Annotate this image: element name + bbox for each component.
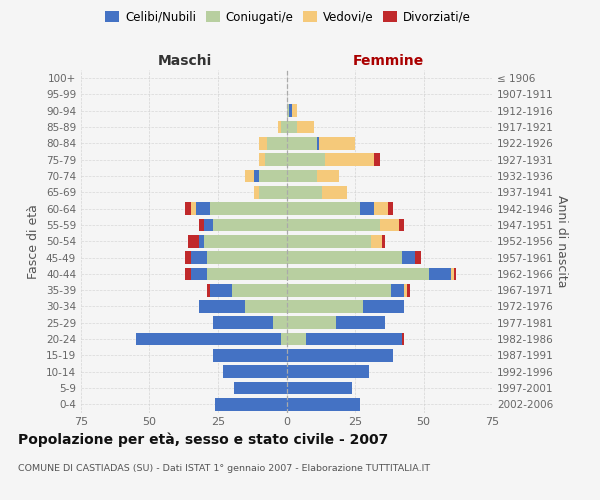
Bar xyxy=(415,251,421,264)
Text: COMUNE DI CASTIADAS (SU) - Dati ISTAT 1° gennaio 2007 - Elaborazione TUTTITALIA.: COMUNE DI CASTIADAS (SU) - Dati ISTAT 1°… xyxy=(18,464,430,473)
Bar xyxy=(319,137,355,150)
Bar xyxy=(273,316,287,329)
Bar xyxy=(199,235,204,248)
Bar xyxy=(212,349,287,362)
Bar xyxy=(292,104,298,117)
Bar xyxy=(185,202,191,215)
Bar xyxy=(232,284,287,296)
Bar xyxy=(287,366,369,378)
Bar xyxy=(268,137,287,150)
Bar xyxy=(136,332,281,345)
Bar xyxy=(287,137,317,150)
Bar xyxy=(388,202,394,215)
Bar xyxy=(361,202,374,215)
Bar xyxy=(454,268,457,280)
Bar xyxy=(287,104,289,117)
Bar xyxy=(363,300,404,313)
Bar xyxy=(210,202,287,215)
Bar xyxy=(317,170,338,182)
Bar xyxy=(287,251,401,264)
Bar xyxy=(317,137,319,150)
Bar xyxy=(210,284,232,296)
Bar xyxy=(287,186,322,198)
Bar xyxy=(207,284,210,296)
Bar xyxy=(191,251,207,264)
Bar xyxy=(204,235,287,248)
Bar xyxy=(287,382,352,394)
Bar xyxy=(287,332,305,345)
Bar xyxy=(287,202,361,215)
Bar xyxy=(259,154,265,166)
Bar xyxy=(287,398,361,410)
Bar xyxy=(254,186,259,198)
Bar xyxy=(212,218,287,232)
Bar xyxy=(287,268,429,280)
Text: Femmine: Femmine xyxy=(352,54,424,68)
Bar xyxy=(325,154,374,166)
Bar xyxy=(287,170,317,182)
Bar xyxy=(374,202,388,215)
Bar xyxy=(380,218,399,232)
Bar xyxy=(287,284,391,296)
Bar xyxy=(374,154,380,166)
Bar xyxy=(212,316,273,329)
Bar xyxy=(407,284,410,296)
Bar xyxy=(371,235,382,248)
Bar xyxy=(223,366,287,378)
Bar xyxy=(196,202,210,215)
Bar xyxy=(259,186,287,198)
Bar xyxy=(245,300,287,313)
Bar xyxy=(215,398,287,410)
Bar xyxy=(401,251,415,264)
Bar xyxy=(391,284,404,296)
Bar xyxy=(245,170,254,182)
Bar xyxy=(287,316,336,329)
Bar xyxy=(191,202,196,215)
Bar xyxy=(287,120,298,134)
Bar xyxy=(259,137,268,150)
Text: Popolazione per età, sesso e stato civile - 2007: Popolazione per età, sesso e stato civil… xyxy=(18,432,388,447)
Bar xyxy=(287,154,325,166)
Bar xyxy=(191,268,207,280)
Legend: Celibi/Nubili, Coniugati/e, Vedovi/e, Divorziati/e: Celibi/Nubili, Coniugati/e, Vedovi/e, Di… xyxy=(100,6,476,28)
Bar xyxy=(205,218,212,232)
Bar xyxy=(322,186,347,198)
Text: Maschi: Maschi xyxy=(158,54,212,68)
Bar xyxy=(298,120,314,134)
Bar xyxy=(185,251,191,264)
Bar xyxy=(451,268,454,280)
Bar xyxy=(199,300,245,313)
Bar xyxy=(404,284,407,296)
Bar xyxy=(281,332,287,345)
Bar xyxy=(235,382,287,394)
Bar xyxy=(287,300,363,313)
Bar xyxy=(199,218,204,232)
Y-axis label: Anni di nascita: Anni di nascita xyxy=(554,195,568,288)
Bar xyxy=(278,120,281,134)
Bar xyxy=(287,235,371,248)
Bar xyxy=(207,251,287,264)
Bar xyxy=(188,235,199,248)
Bar xyxy=(336,316,385,329)
Bar xyxy=(254,170,259,182)
Bar xyxy=(281,120,287,134)
Bar xyxy=(185,268,191,280)
Bar xyxy=(401,332,404,345)
Bar xyxy=(305,332,401,345)
Bar xyxy=(399,218,404,232)
Bar xyxy=(265,154,287,166)
Bar xyxy=(287,349,394,362)
Bar xyxy=(429,268,451,280)
Bar xyxy=(259,170,287,182)
Bar xyxy=(207,268,287,280)
Bar xyxy=(289,104,292,117)
Bar xyxy=(382,235,385,248)
Bar xyxy=(287,218,380,232)
Y-axis label: Fasce di età: Fasce di età xyxy=(28,204,40,279)
